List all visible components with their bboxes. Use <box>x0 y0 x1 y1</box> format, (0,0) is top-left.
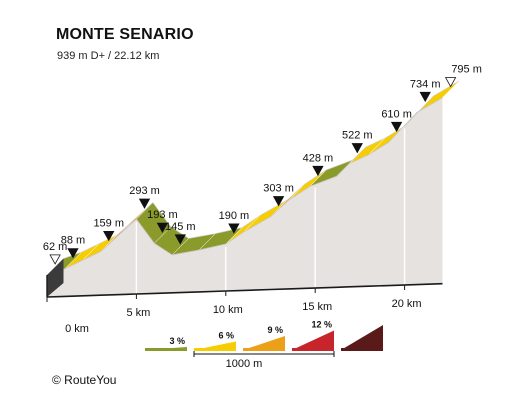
elevation-marker-icon <box>67 248 79 259</box>
elevation-label: 522 m <box>342 130 373 142</box>
elevation-label: 795 m <box>451 64 482 76</box>
elevation-marker-icon <box>174 234 186 245</box>
elevation-marker-icon <box>351 143 363 154</box>
elevation-marker-icon <box>103 231 115 242</box>
gradient-legend-bar <box>292 348 334 351</box>
side-wall-area <box>47 97 443 297</box>
gradient-legend-bar <box>243 348 285 351</box>
distance-axis: 0 km 5 km 10 km 15 km 20 km <box>46 285 422 335</box>
elevation-label: 159 m <box>93 217 124 229</box>
endpoint-marker-icon <box>444 77 457 88</box>
distance-tick-label: 5 km <box>126 307 150 319</box>
elevation-marker-icon <box>312 165 324 177</box>
distance-tick-label: 10 km <box>213 304 243 316</box>
chart-subtitle: 939 m D+ / 22.12 km <box>57 50 160 62</box>
gradient-legend-bar <box>194 348 236 351</box>
distance-tick-label: 20 km <box>392 298 422 310</box>
distance-tick-label: 0 km <box>65 323 89 335</box>
elevation-label: 62 m <box>43 241 67 253</box>
chart-title: MONTE SENARIO <box>56 26 194 43</box>
elevation-label: 88 m <box>61 235 85 247</box>
elevation-marker-icon <box>419 91 431 103</box>
elevation-label: 428 m <box>303 152 334 164</box>
elevation-label: 145 m <box>165 221 196 233</box>
distance-tick-label: 15 km <box>302 301 332 313</box>
elevation-marker-icon <box>390 121 403 133</box>
elevation-marker-icon <box>228 223 240 234</box>
elevation-label: 190 m <box>219 210 250 222</box>
routeyou-credit: © RouteYou <box>52 373 117 387</box>
elevation-label: 193 m <box>147 209 178 221</box>
legend-scale-label: 1000 m <box>226 358 263 370</box>
elevation-marker-icon <box>138 198 151 209</box>
gradient-legend-label: 3 % <box>169 336 185 346</box>
front-edge <box>46 97 443 276</box>
gradient-legend-bar <box>145 348 187 351</box>
back-edge <box>63 80 460 259</box>
elevation-marker-icon <box>156 222 169 234</box>
profile-side-wall <box>47 97 443 297</box>
gradient-legend-swatch <box>292 330 334 350</box>
gradient-legend-label: 9 % <box>267 325 283 335</box>
elevation-label: 293 m <box>129 185 160 197</box>
elevation-marker-icon <box>272 196 285 207</box>
gradient-legend-swatch <box>243 336 285 350</box>
start-block <box>47 258 64 297</box>
gradient-legend-label: 6 % <box>218 331 234 341</box>
gradient-legend-swatch <box>194 341 236 350</box>
endpoint-marker-icon <box>49 254 61 265</box>
elevation-label: 303 m <box>263 183 294 195</box>
gradient-legend-swatch <box>341 325 383 350</box>
elevation-label: 734 m <box>410 78 441 90</box>
elevation-label: 610 m <box>381 108 412 120</box>
gradient-legend: 3 % 6 % 9 % 12 % 1000 m <box>145 320 383 370</box>
gradient-legend-label: 12 % <box>311 320 332 330</box>
base-line <box>46 282 443 298</box>
profile-base <box>46 258 443 298</box>
gradient-legend-bar <box>341 348 383 351</box>
